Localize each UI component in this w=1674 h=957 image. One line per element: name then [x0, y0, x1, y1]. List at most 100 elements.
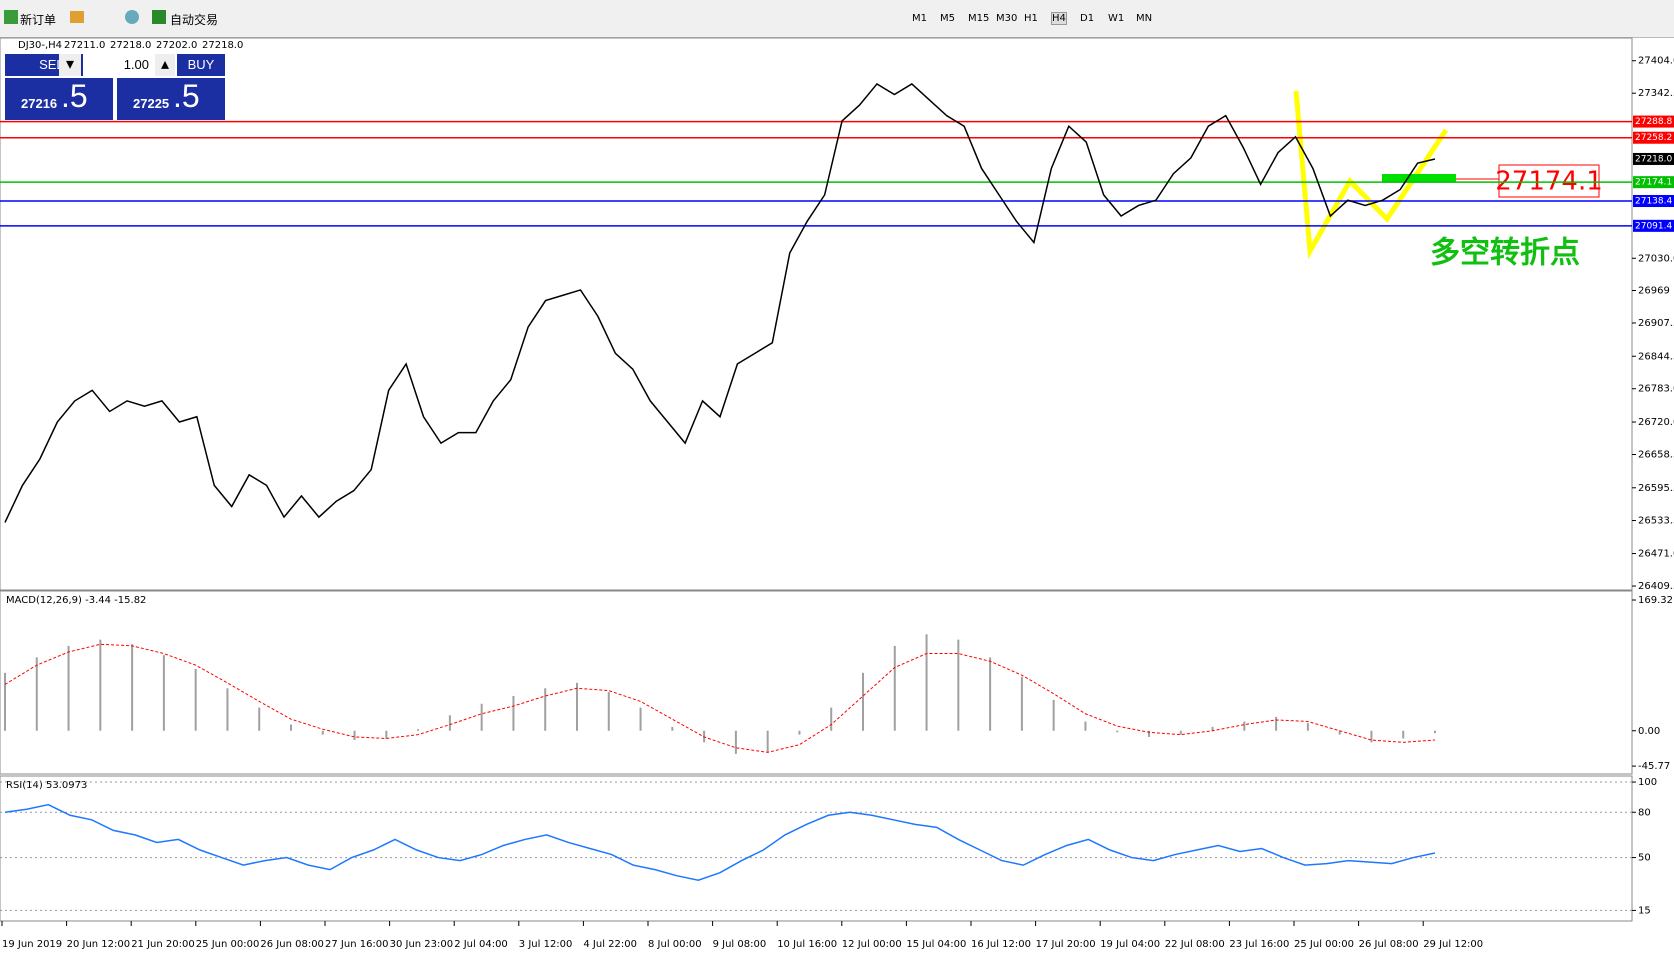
level-label-bg	[1633, 131, 1674, 144]
x-tick-label: 25 Jun 00:00	[196, 939, 260, 950]
drawing-bar	[1382, 174, 1456, 182]
y-tick-label: 0.00	[1638, 726, 1660, 737]
macd-panel	[0, 590, 1633, 775]
level-label-bg	[1633, 195, 1674, 208]
buy-fraction: .5	[173, 78, 200, 114]
y-tick-label: 27030.0	[1638, 253, 1674, 264]
x-tick-label: 8 Jul 00:00	[648, 939, 702, 950]
current-price-label: 27218.0	[1635, 154, 1672, 164]
level-label: 27258.2	[1635, 133, 1672, 143]
timeframe-button[interactable]: M30	[996, 13, 1018, 24]
annotation-box	[1498, 164, 1600, 198]
icon	[70, 11, 84, 23]
new-order-button[interactable]: 新订单	[20, 13, 57, 27]
x-tick-label: 26 Jul 08:00	[1359, 939, 1419, 950]
y-tick-label: 27342.5	[1638, 88, 1674, 99]
timeframe-button[interactable]: H4	[1051, 12, 1067, 25]
rsi-title: RSI(14) 53.0973	[6, 780, 87, 791]
trade-panel: SELL ▾ 1.00 ▴ BUY 27216.5 27225.5	[5, 54, 225, 120]
y-tick-label: 15	[1638, 905, 1651, 916]
ohlc-high: 27218.0	[110, 40, 151, 51]
sell-quote[interactable]: 27216.5	[5, 78, 113, 120]
y-tick-label: 26844.5	[1638, 351, 1674, 362]
level-label: 27138.4	[1635, 197, 1672, 207]
y-tick-label: 27404.0	[1638, 56, 1674, 67]
toolbar: 新订单 自动交易 M1 M5 M15 M30 H1 H4 D1 W1 MN	[0, 0, 1674, 38]
x-tick-label: 9 Jul 08:00	[713, 939, 767, 950]
timeframe-button[interactable]: MN	[1136, 13, 1153, 24]
level-label-bg	[1633, 115, 1674, 128]
x-tick-label: 2 Jul 04:00	[454, 939, 508, 950]
x-tick-label: 17 Jul 20:00	[1036, 939, 1096, 950]
x-tick-label: 19 Jun 2019	[2, 939, 62, 950]
rsi-line	[4, 803, 1436, 881]
timeframe-button[interactable]: M5	[940, 13, 955, 24]
sell-fraction: .5	[61, 78, 88, 114]
x-tick-label: 26 Jun 08:00	[260, 939, 324, 950]
drawing-zigzag	[1293, 90, 1449, 260]
chart-symbol: DJ30-,H4	[18, 40, 62, 51]
y-tick-label: 26658.5	[1638, 450, 1674, 461]
x-tick-label: 12 Jul 00:00	[842, 939, 902, 950]
x-tick-label: 29 Jul 12:00	[1423, 939, 1483, 950]
y-tick-label: 26969	[1638, 285, 1670, 296]
buy-price: 27225	[133, 96, 170, 111]
x-tick-label: 20 Jun 12:00	[67, 939, 131, 950]
y-tick-label: 26720.0	[1638, 417, 1674, 428]
ohlc-open: 27211.0	[64, 40, 105, 51]
x-tick-label: 22 Jul 08:00	[1165, 939, 1225, 950]
timeframe-button[interactable]: M15	[968, 13, 990, 24]
lot-up[interactable]: ▴	[155, 54, 175, 76]
x-tick-label: 27 Jun 16:00	[325, 939, 389, 950]
y-tick-label: 169.32	[1638, 595, 1673, 606]
timeframe-button[interactable]: M1	[912, 13, 927, 24]
timeframe-button[interactable]: H1	[1024, 13, 1038, 24]
rsi-panel	[0, 775, 1633, 922]
sell-price: 27216	[21, 96, 58, 111]
level-label: 27288.8	[1635, 117, 1672, 127]
y-tick-label: 26471.0	[1638, 549, 1674, 560]
y-tick-label: 26595.5	[1638, 483, 1674, 494]
signal-line	[4, 643, 1436, 753]
timeframe-button[interactable]: D1	[1080, 13, 1095, 24]
x-tick-label: 16 Jul 12:00	[971, 939, 1031, 950]
y-tick-label: -45.77	[1638, 761, 1670, 772]
lot-input[interactable]: 1.00	[83, 54, 153, 76]
annotation-text: 多空转折点	[1430, 236, 1580, 271]
price-line	[4, 82, 1436, 523]
auto-trading-button[interactable]: 自动交易	[170, 13, 219, 27]
ohlc-close: 27218.0	[202, 40, 243, 51]
timeframe-button[interactable]: W1	[1108, 13, 1125, 24]
macd-title: MACD(12,26,9) -3.44 -15.82	[6, 595, 146, 606]
x-tick-label: 10 Jul 16:00	[777, 939, 837, 950]
lot-down[interactable]: ▾	[59, 54, 81, 76]
main-panel	[0, 37, 1633, 591]
level-label: 27174.1	[1635, 178, 1672, 188]
ohlc-low: 27202.0	[156, 40, 197, 51]
y-tick-label: 100	[1638, 777, 1657, 788]
level-label: 27091.4	[1635, 221, 1672, 231]
x-tick-label: 30 Jun 23:00	[390, 939, 454, 950]
icon	[125, 10, 139, 24]
icon	[152, 10, 166, 24]
x-tick-label: 15 Jul 04:00	[906, 939, 966, 950]
x-tick-label: 21 Jun 20:00	[131, 939, 195, 950]
y-tick-label: 26533.5	[1638, 516, 1674, 527]
x-tick-label: 4 Jul 22:00	[583, 939, 637, 950]
level-label-bg	[1633, 219, 1674, 232]
y-tick-label: 26783.0	[1638, 384, 1674, 395]
x-tick-label: 3 Jul 12:00	[519, 939, 573, 950]
buy-button[interactable]: BUY	[177, 54, 225, 76]
current-price-bg	[1633, 152, 1674, 165]
y-tick-label: 50	[1638, 853, 1651, 864]
y-tick-label: 26409.5	[1638, 581, 1674, 592]
y-tick-label: 80	[1638, 807, 1651, 818]
y-tick-label: 26907.5	[1638, 318, 1674, 329]
x-tick-label: 19 Jul 04:00	[1100, 939, 1160, 950]
x-tick-label: 23 Jul 16:00	[1229, 939, 1289, 950]
icon	[4, 10, 18, 24]
x-tick-label: 25 Jul 00:00	[1294, 939, 1354, 950]
buy-quote[interactable]: 27225.5	[117, 78, 225, 120]
